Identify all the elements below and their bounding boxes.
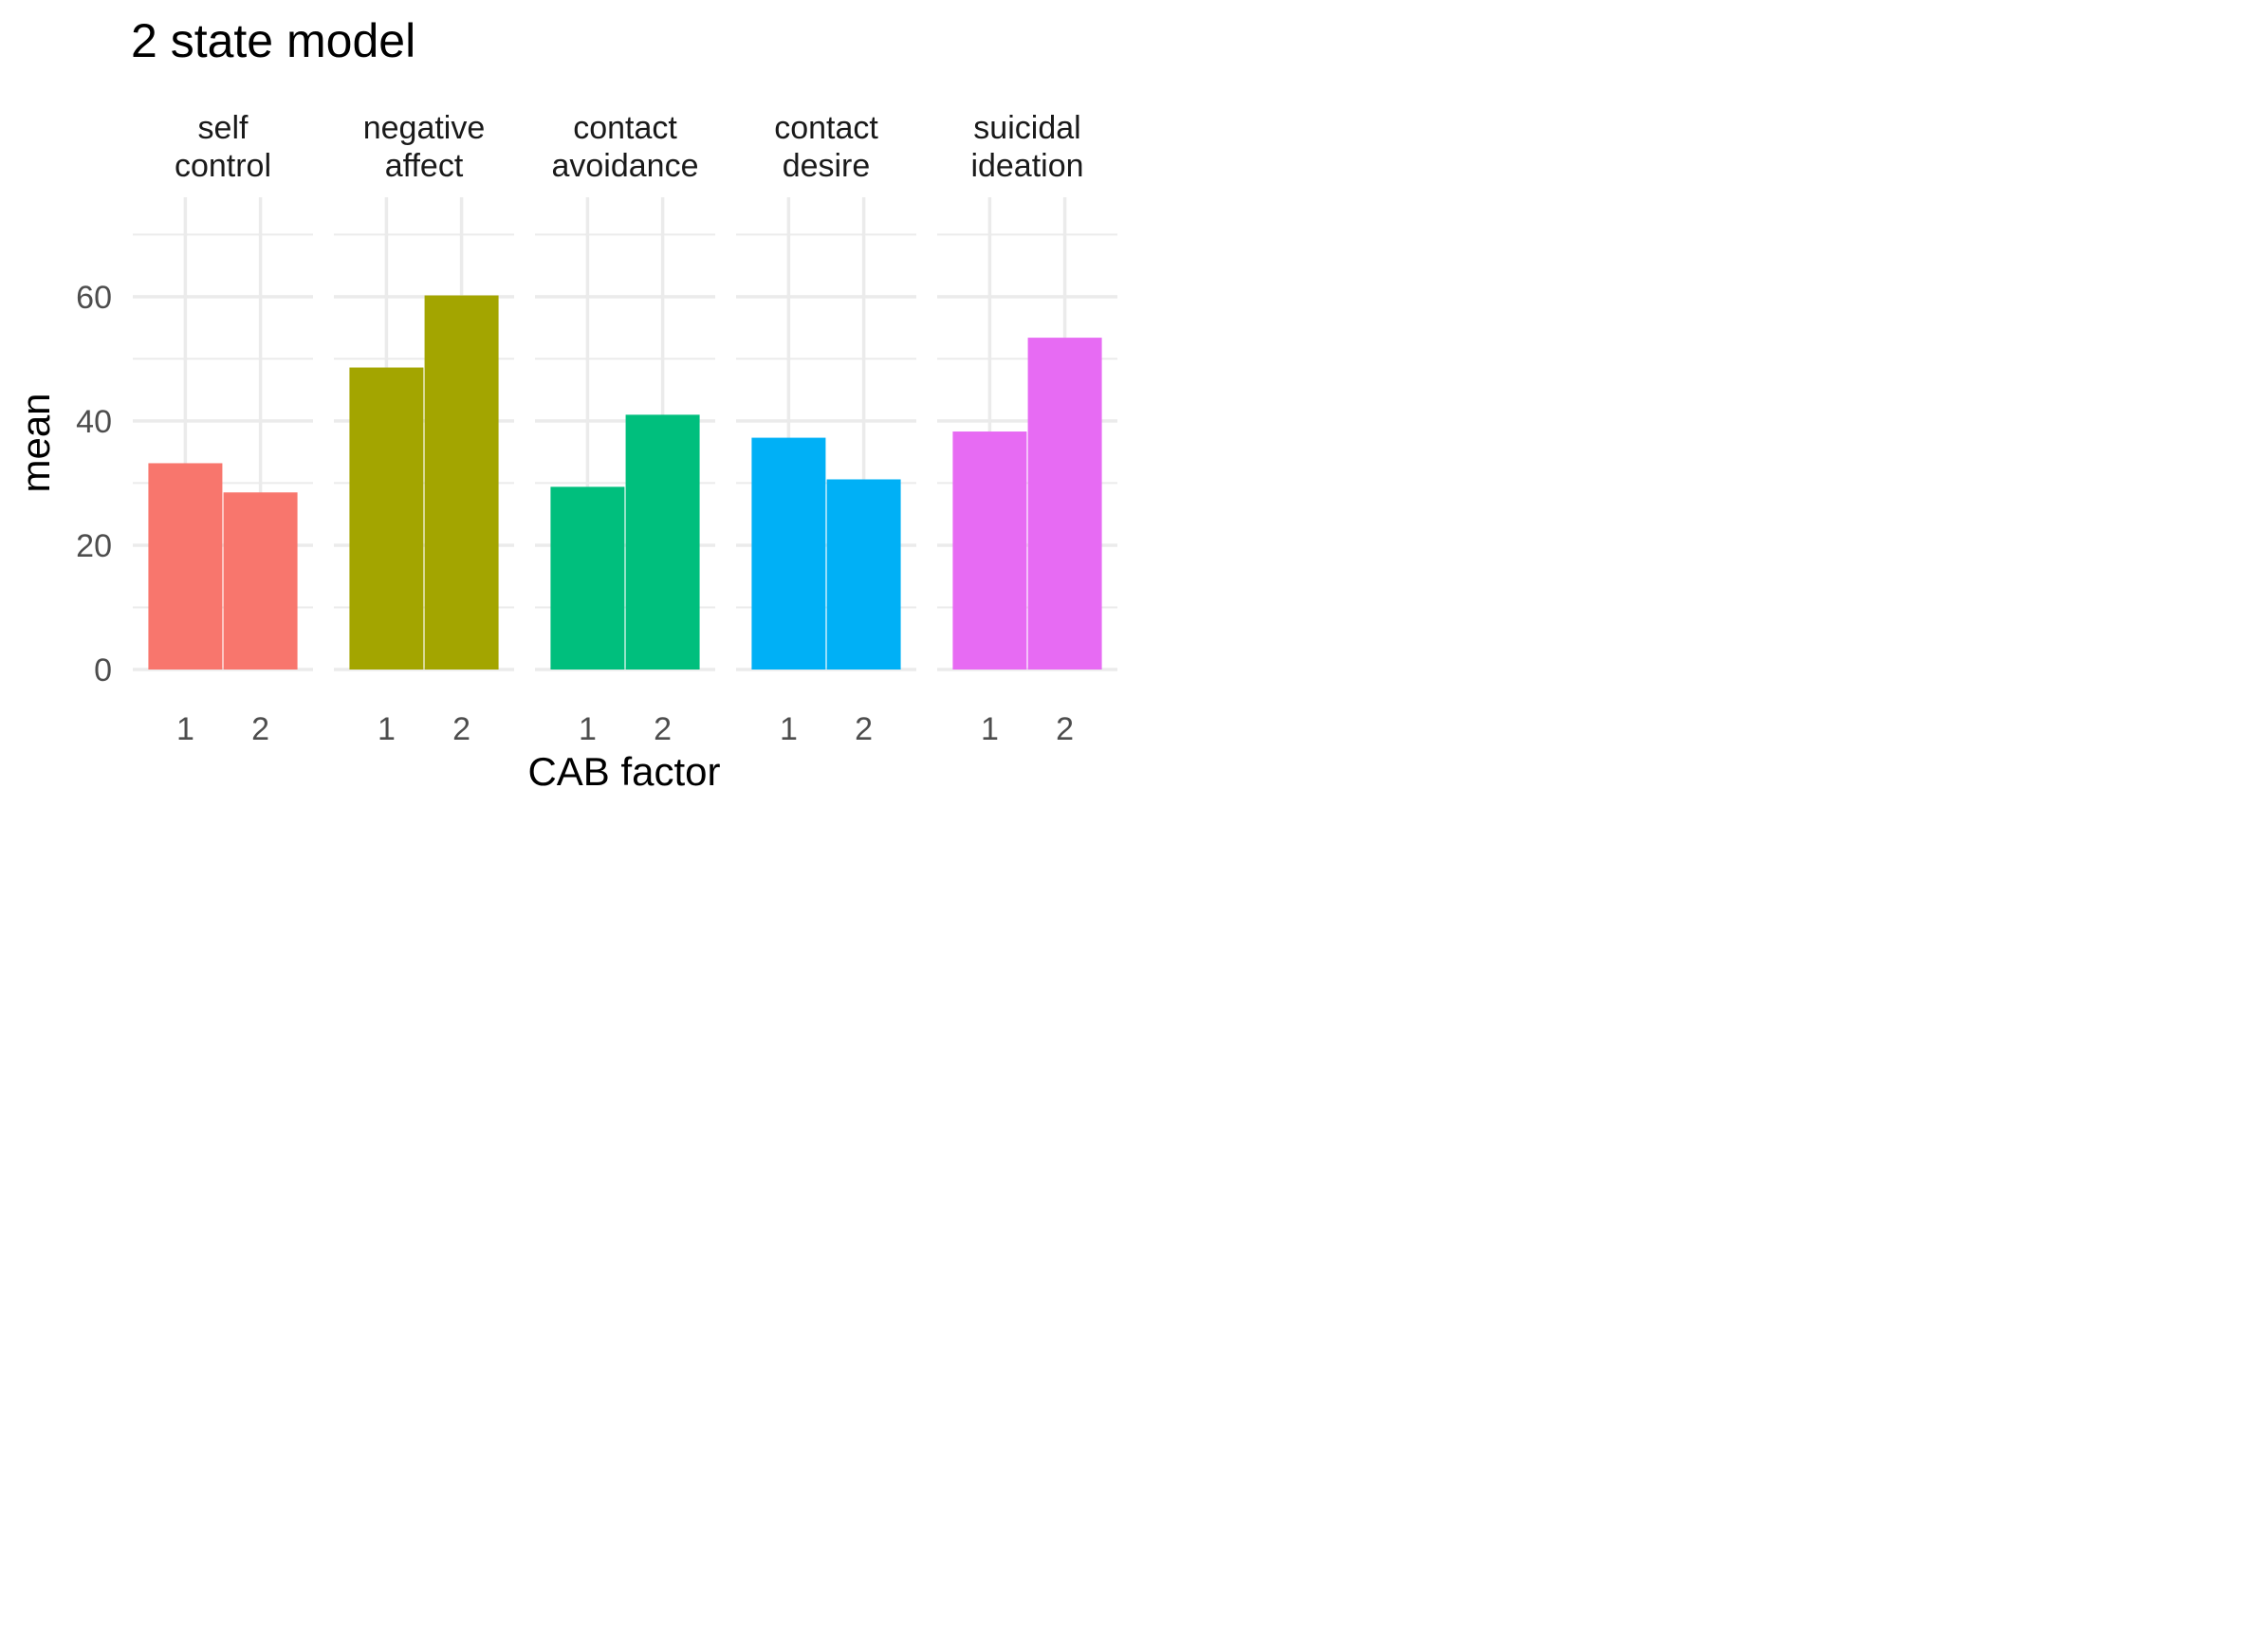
y-tick-label: 0 bbox=[94, 652, 112, 688]
facet-strip-label: contact bbox=[774, 110, 878, 146]
y-axis-title: mean bbox=[13, 393, 58, 492]
bar-2 bbox=[424, 295, 499, 670]
y-tick-label: 40 bbox=[76, 404, 112, 440]
facet-strip-label: contact bbox=[573, 110, 677, 146]
y-tick-label: 20 bbox=[76, 528, 112, 564]
bar-1 bbox=[952, 431, 1027, 670]
x-tick-label: 2 bbox=[251, 711, 269, 747]
bar-2 bbox=[1027, 338, 1102, 670]
bar-1 bbox=[148, 463, 223, 670]
facet-strip-label: avoidance bbox=[551, 148, 698, 184]
facet-strip-label: control bbox=[175, 148, 271, 184]
x-axis-title: CAB factor bbox=[527, 749, 720, 794]
chart-title: 2 state model bbox=[131, 14, 415, 67]
facet-strip-label: affect bbox=[385, 148, 464, 184]
x-tick-label: 1 bbox=[176, 711, 194, 747]
bar-1 bbox=[550, 486, 625, 670]
x-tick-label: 1 bbox=[579, 711, 597, 747]
x-tick-label: 2 bbox=[452, 711, 470, 747]
facet-strip-label: suicidal bbox=[973, 110, 1080, 146]
y-tick-label: 60 bbox=[76, 280, 112, 316]
x-tick-label: 1 bbox=[981, 711, 999, 747]
bar-1 bbox=[349, 367, 424, 670]
x-tick-label: 2 bbox=[1056, 711, 1074, 747]
facet-strip-label: ideation bbox=[970, 148, 1083, 184]
bar-1 bbox=[751, 437, 826, 670]
x-tick-label: 1 bbox=[378, 711, 396, 747]
bar-2 bbox=[223, 492, 298, 670]
x-tick-label: 2 bbox=[855, 711, 873, 747]
x-tick-label: 2 bbox=[654, 711, 672, 747]
x-tick-label: 1 bbox=[780, 711, 798, 747]
facet-strip-label: negative bbox=[363, 110, 486, 146]
facet-strip-label: self bbox=[198, 110, 249, 146]
bar-2 bbox=[625, 414, 700, 670]
facet-strip-label: desire bbox=[783, 148, 871, 184]
bar-2 bbox=[826, 479, 901, 670]
